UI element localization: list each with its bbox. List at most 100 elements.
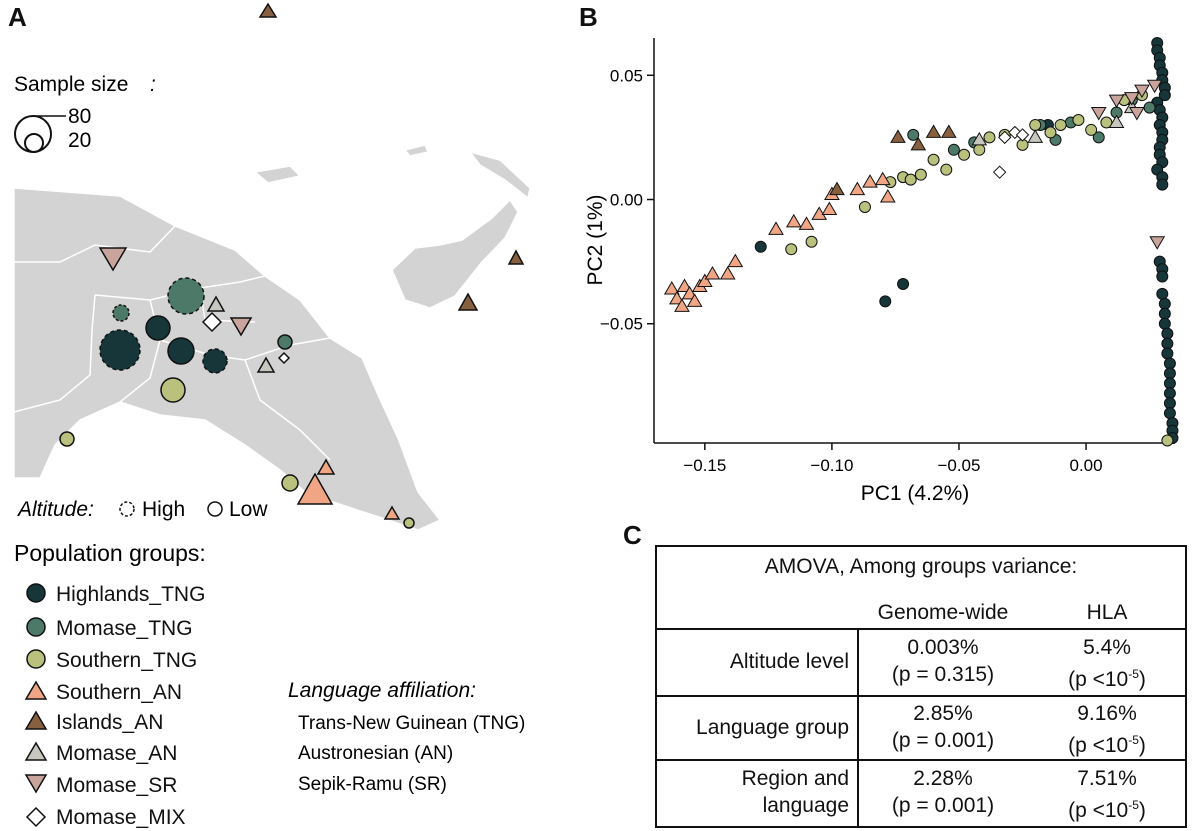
point-momase-tng <box>907 128 920 141</box>
legend-label: Islands_AN <box>56 711 163 734</box>
hla-value: 9.16% (p <10-5) <box>1068 702 1146 757</box>
point-southern-an <box>669 290 685 305</box>
point-southern-an <box>674 298 690 312</box>
sample-size-80: 80 <box>68 105 91 128</box>
point-southern-an <box>785 213 802 228</box>
language-item: Sepik-Ramu (SR) <box>298 774 447 795</box>
island-east <box>403 144 430 157</box>
panel-a-label: A <box>8 2 27 32</box>
point-highlands-tng <box>1163 357 1176 370</box>
map-marker-momase-tng <box>167 277 205 315</box>
altitude-low-symbol <box>207 501 223 517</box>
point-southern-tng <box>1044 126 1057 139</box>
sample-size-title: Sample size <box>14 73 128 96</box>
y-tick-label: −0.05 <box>600 315 643 334</box>
hla-value: 5.4% (p <10-5) <box>1068 636 1146 691</box>
point-momase-sr <box>1134 84 1150 99</box>
map-marker-highlands-tng <box>99 329 141 371</box>
point-highlands-tng <box>1163 397 1176 410</box>
point-southern-tng <box>858 200 871 213</box>
point-southern-tng <box>940 163 953 176</box>
x-ticks: −0.15 −0.10 −0.05 0.00 <box>683 443 1103 475</box>
point-momase-mix <box>998 130 1012 145</box>
point-islands-an <box>925 124 942 138</box>
map-marker-islands-an <box>457 292 479 311</box>
point-southern-tng <box>1054 118 1067 131</box>
point-islands-an <box>940 124 957 138</box>
x-axis-label: PC1 (4.2%) <box>861 482 970 505</box>
map-marker-southern-tng <box>403 517 415 529</box>
legend-symbol-southern-tng <box>26 649 46 669</box>
point-islands-an <box>910 136 927 151</box>
point-momase-mix <box>992 165 1007 179</box>
point-highlands-tng <box>1163 377 1176 390</box>
point-highlands-tng <box>1158 317 1171 330</box>
point-southern-tng <box>1100 116 1113 129</box>
map-marker-momase-mix <box>277 351 291 365</box>
population-groups-title: Population groups: <box>14 540 206 566</box>
altitude-low-label: Low <box>229 498 268 521</box>
y-tick-label: 0.00 <box>610 191 643 210</box>
population-legend <box>24 583 48 828</box>
legend-label: Southern_TNG <box>56 649 197 672</box>
point-southern-tng <box>805 235 818 248</box>
point-southern-tng <box>1085 123 1098 136</box>
altitude-high-label: High <box>142 498 185 521</box>
map-marker-momase-an <box>256 356 276 373</box>
point-southern-tng <box>927 153 940 166</box>
point-southern-an <box>727 253 744 268</box>
point-highlands-tng <box>1161 327 1174 340</box>
legend-label: Momase_MIX <box>56 806 186 829</box>
panel-c-label: C <box>623 520 642 550</box>
map-marker-momase-tng <box>112 304 130 322</box>
table-divider <box>657 695 1185 697</box>
map-marker-momase-tng <box>277 334 293 350</box>
legend-label: Highlands_TNG <box>56 583 205 606</box>
legend-symbol-momase-sr <box>24 774 48 794</box>
point-southern-tng <box>785 243 798 256</box>
row-label: Altitude level <box>729 650 849 673</box>
map-panel: Sample size : 80 20 Altitude: High Low <box>13 2 531 829</box>
point-southern-tng <box>904 173 917 186</box>
map-marker-southern-tng <box>59 431 75 447</box>
row-label: Region and language <box>741 767 849 817</box>
x-tick-label: −0.10 <box>810 456 853 475</box>
y-axis-label: PC2 (1%) <box>584 194 607 285</box>
map-marker-islands-an <box>258 2 278 18</box>
legend-label: Momase_AN <box>56 742 177 765</box>
island-north <box>253 165 302 184</box>
point-momase-mix <box>1008 125 1022 140</box>
genome-wide-value: 2.85% (p = 0.001) <box>891 702 995 752</box>
point-momase-sr <box>1146 79 1163 94</box>
point-momase-sr <box>1108 94 1125 109</box>
table-divider <box>857 628 859 828</box>
point-highlands-tng <box>1158 307 1171 320</box>
point-southern-an <box>686 293 703 307</box>
point-southern-an <box>798 216 815 230</box>
point-highlands-tng <box>1163 367 1176 380</box>
point-southern-tng <box>914 168 927 181</box>
amova-title: AMOVA, Among groups variance: <box>764 555 1078 578</box>
point-southern-an <box>696 273 713 287</box>
legend-label: Momase_TNG <box>56 617 193 640</box>
map-marker-momase-sr <box>98 247 128 272</box>
point-islands-an <box>890 129 906 143</box>
language-affiliation-title: Language affiliation: <box>288 679 476 702</box>
population-legend-labels: Highlands_TNG Momase_TNG Southern_TNG So… <box>56 583 205 829</box>
map-marker-momase-sr <box>229 317 253 337</box>
map-marker-southern-tng <box>160 377 186 403</box>
point-southern-an <box>719 266 736 280</box>
point-southern-an <box>768 221 784 235</box>
map-marker-momase-an <box>206 295 226 312</box>
x-tick-label: −0.05 <box>937 456 980 475</box>
genome-wide-value: 0.003% (p = 0.315) <box>891 636 995 686</box>
map-marker-southern-tng <box>281 474 299 492</box>
column-header-hla: HLA <box>1086 601 1128 624</box>
point-highlands-tng <box>1158 89 1171 102</box>
language-item: Trans-New Guinean (TNG) <box>298 713 525 734</box>
point-southern-tng <box>1161 434 1174 447</box>
point-momase-tng <box>947 143 960 156</box>
y-tick-label: 0.05 <box>610 66 643 85</box>
sample-size-colon: : <box>150 73 156 96</box>
point-highlands-tng <box>1161 347 1174 360</box>
